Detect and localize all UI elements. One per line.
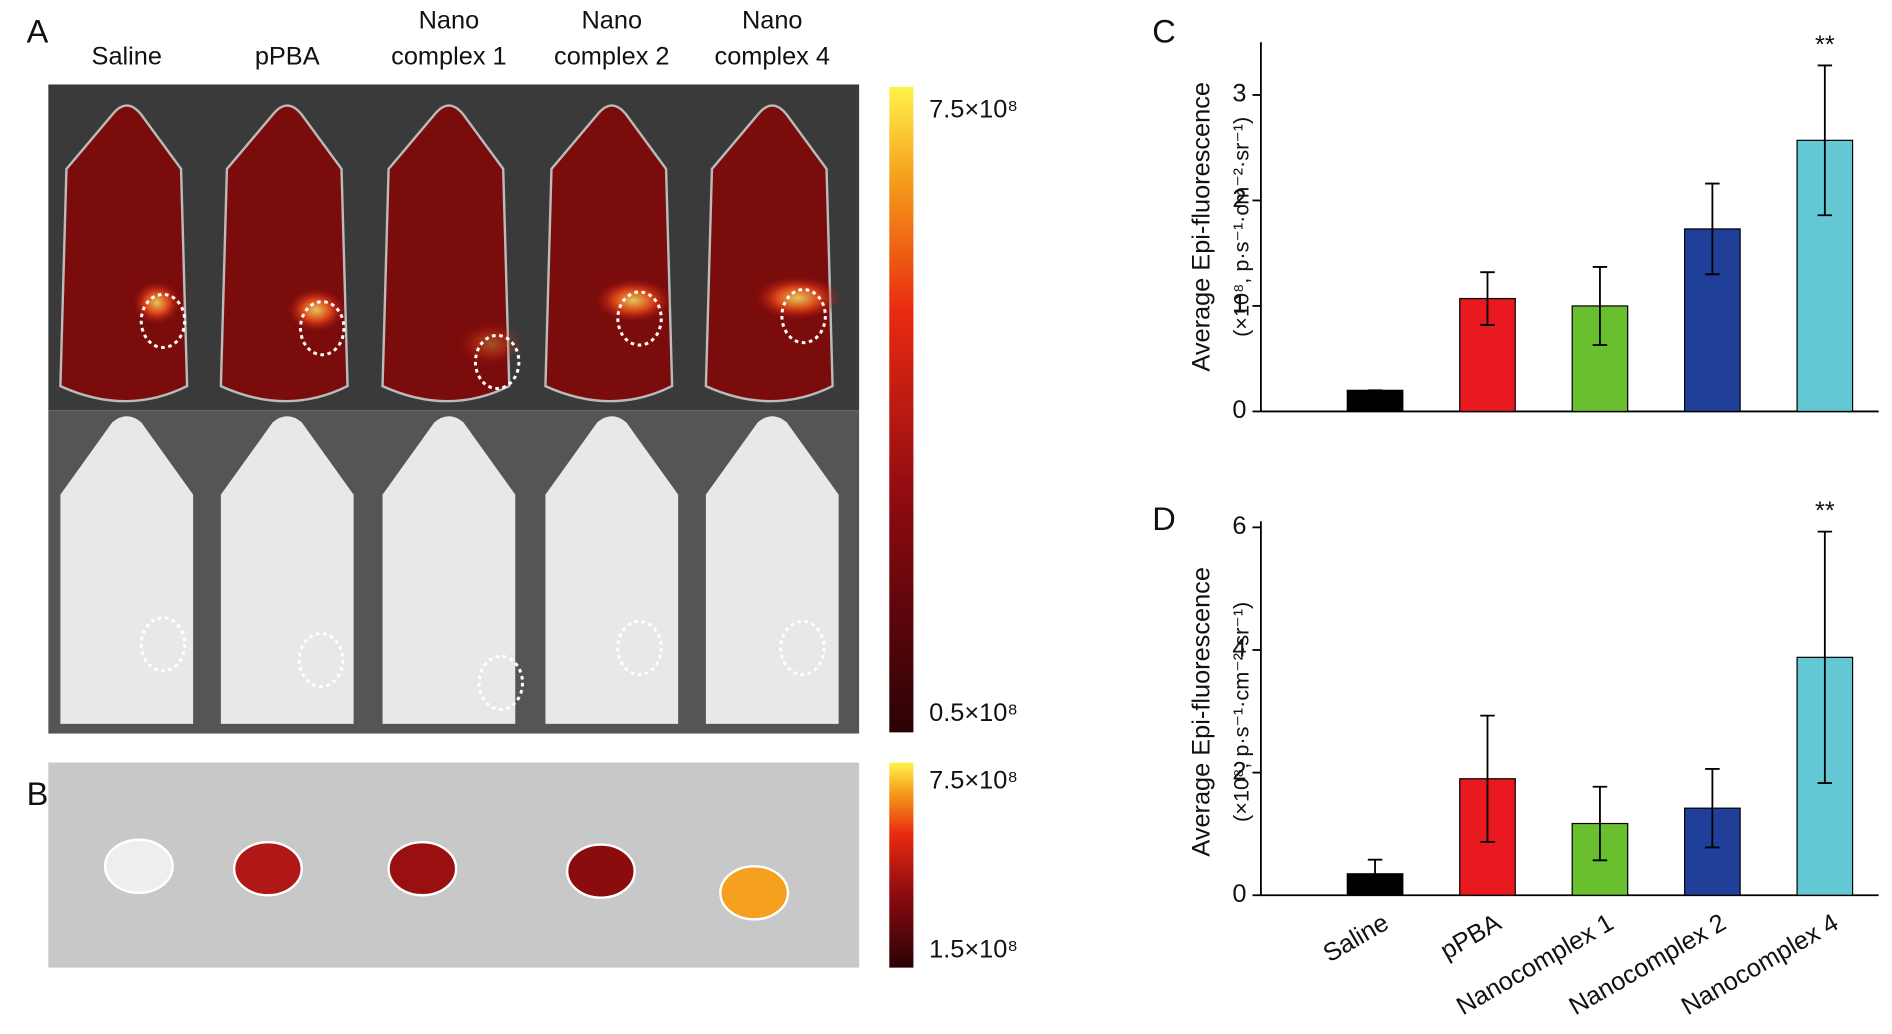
colorbar-min: 1.5×10⁸ (929, 935, 1018, 963)
error-bar (1480, 271, 1495, 326)
colorbar (889, 86, 914, 733)
x-tick-label: Saline (1318, 909, 1393, 968)
error-bar (1592, 785, 1608, 862)
y-tick-label: 0 (1232, 396, 1246, 424)
y-tick-label: 4 (1232, 635, 1246, 663)
column-label: Nano (582, 6, 643, 34)
y-tick-label: 2 (1232, 757, 1246, 785)
y-axis-label: (×10⁸, p·s⁻¹·cm⁻²·sr⁻¹) (1229, 602, 1254, 822)
organ (387, 840, 458, 897)
panel-label: D (1152, 501, 1176, 537)
organ (719, 865, 790, 921)
images (48, 84, 914, 968)
roi (780, 288, 827, 345)
hotspot (132, 281, 182, 325)
error-bar (1705, 768, 1720, 849)
roi (139, 616, 187, 673)
hotspot (594, 278, 673, 323)
organ (103, 838, 174, 895)
organ (565, 843, 636, 899)
panel-label: C (1152, 13, 1176, 49)
y-tick-label: 0 (1232, 880, 1246, 908)
roi (139, 292, 187, 349)
column-label: complex 1 (391, 43, 506, 71)
colorbar-min: 0.5×10⁸ (929, 699, 1018, 727)
y-tick-label: 3 (1232, 80, 1246, 108)
y-tick-label: 2 (1232, 185, 1246, 213)
y-axis-label: (×10⁸, p·s⁻¹·cm⁻²·sr⁻¹) (1229, 117, 1254, 337)
y-axis-label: Average Epi-fluorescence (1188, 82, 1216, 372)
roi (297, 631, 345, 689)
error-bar (1817, 530, 1833, 784)
y-tick-label: 1 (1232, 291, 1246, 319)
column-label: Saline (92, 43, 162, 71)
mouse-photo (705, 416, 839, 724)
roi (616, 619, 663, 676)
organ (232, 840, 303, 897)
hotspot (457, 322, 525, 366)
y-tick-label: 6 (1232, 512, 1246, 540)
significance: ** (1815, 31, 1835, 59)
significance: ** (1815, 497, 1835, 525)
x-tick-label: pPBA (1436, 908, 1506, 965)
roi (477, 654, 525, 711)
mouse-photo (545, 416, 679, 724)
error-bar (1705, 182, 1720, 276)
hotspot (754, 276, 842, 320)
error-bar (1367, 858, 1383, 889)
y-axis-label: Average Epi-fluorescence (1188, 567, 1216, 857)
column-label: complex 4 (715, 43, 830, 71)
error-bar (1480, 714, 1495, 843)
error-bar (1817, 64, 1833, 217)
column-label: pPBA (255, 43, 320, 71)
mouse-fluorescence (704, 104, 834, 403)
mouse-fluorescence (59, 104, 189, 403)
mouse-photo (382, 416, 516, 724)
mouse-photo (60, 416, 194, 724)
column-label: Nano (419, 6, 480, 34)
panel-label: B (27, 776, 49, 812)
bar (1346, 389, 1404, 413)
roi (779, 619, 826, 676)
column-label: Nano (742, 6, 803, 34)
roi (616, 290, 663, 347)
colorbar-max: 7.5×10⁸ (929, 96, 1018, 124)
roi (298, 300, 346, 357)
mouse-fluorescence (544, 104, 674, 403)
colorbar (889, 762, 914, 968)
colorbar-max: 7.5×10⁸ (929, 767, 1018, 795)
panel-label: A (27, 13, 49, 49)
error-bar (1592, 266, 1608, 346)
roi (473, 333, 521, 391)
mouse-photo (220, 416, 354, 724)
column-label: complex 2 (554, 43, 669, 71)
